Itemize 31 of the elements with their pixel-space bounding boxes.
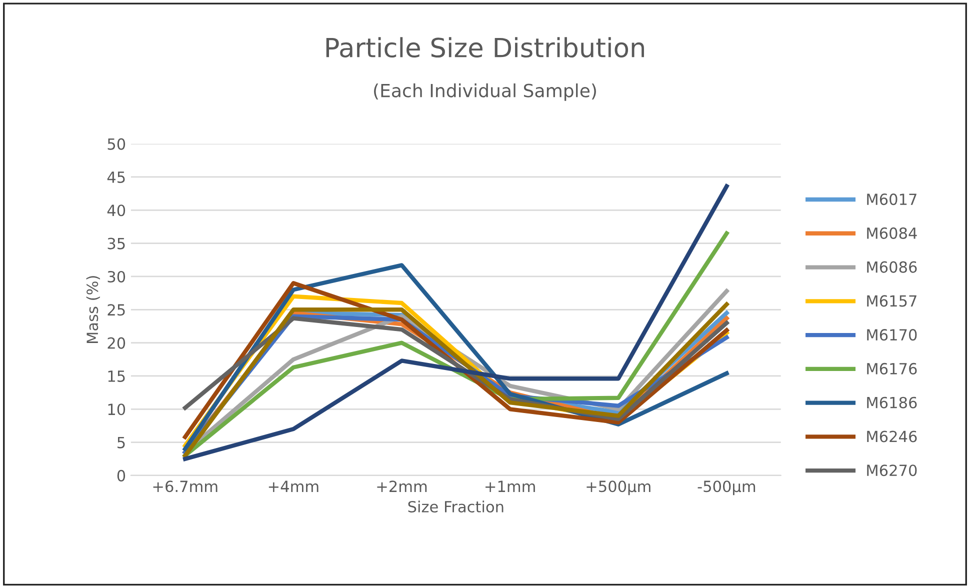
y-tick-label: 20 (108, 337, 126, 349)
legend-label: M6084 (867, 227, 917, 239)
x-tick-label: +4mm (268, 480, 318, 492)
y-tick-label: 40 (107, 204, 126, 216)
y-tick-label: 10 (108, 404, 126, 416)
legend-label: M6176 (867, 362, 917, 374)
legend-label: M6017 (867, 194, 916, 206)
x-tick-label: +2mm (377, 480, 427, 492)
y-tick-label: 45 (107, 172, 125, 183)
legend-label: M6246 (867, 430, 917, 442)
y-tick-label: 15 (108, 370, 125, 382)
y-tick-label: 50 (108, 138, 126, 150)
legend-label: M6157 (867, 295, 916, 307)
chart-subtitle: (Each Individual Sample) (374, 83, 596, 101)
x-tick-label: -500µm (698, 480, 756, 496)
legend-label: M6270 (867, 464, 917, 476)
y-tick-label: 35 (108, 238, 125, 250)
y-tick-label: 5 (118, 436, 125, 448)
chart-title: Particle Size Distribution (326, 37, 644, 58)
x-tick-label: +1mm (486, 480, 535, 492)
x-axis-title: Size Fraction (408, 500, 504, 512)
x-tick-label: +500µm (586, 480, 650, 496)
legend-label: M6170 (867, 329, 917, 341)
legend-label: M6186 (867, 396, 917, 408)
y-axis-title: Mass (%) (86, 276, 100, 344)
y-tick-label: 25 (108, 304, 125, 316)
y-tick-label: 30 (108, 270, 126, 282)
line-series (183, 184, 729, 461)
x-tick-label: +6.7mm (153, 480, 218, 492)
legend-label: M6086 (867, 261, 917, 273)
y-tick-label: 0 (117, 470, 126, 482)
